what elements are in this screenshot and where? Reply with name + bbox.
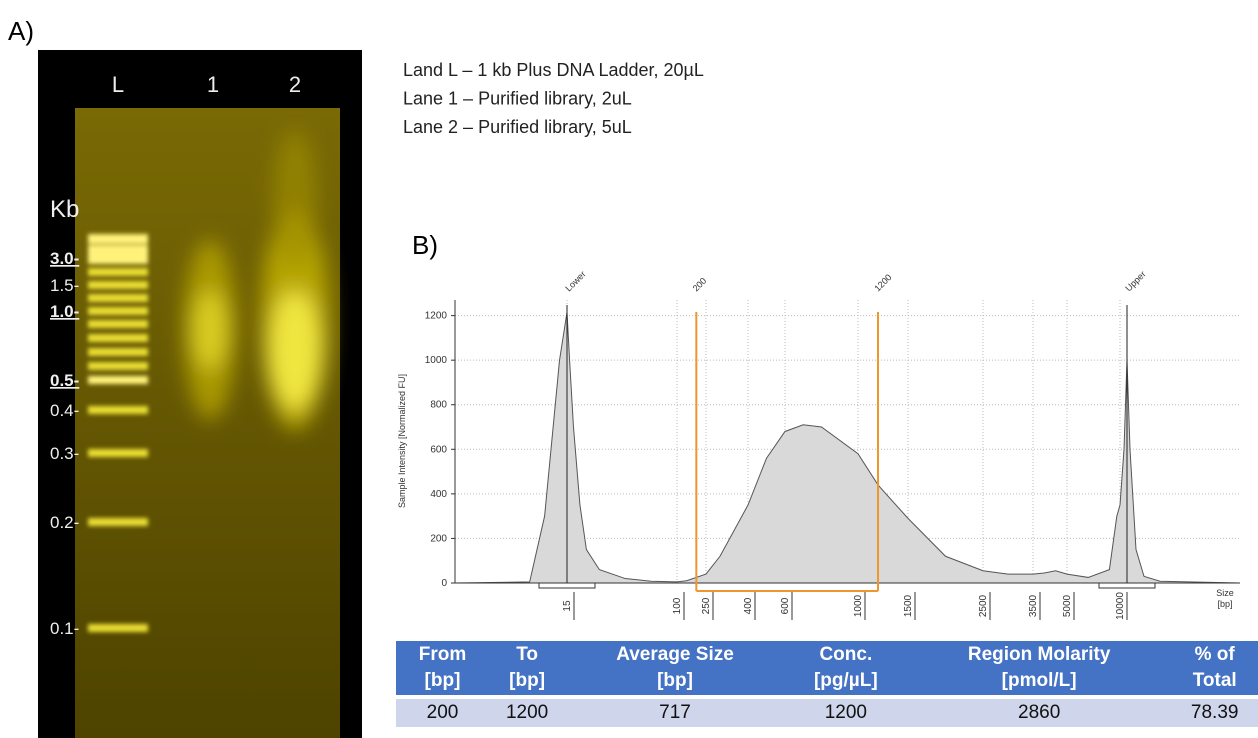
band (88, 406, 148, 414)
data-cell: 78.39 (1171, 699, 1258, 727)
y-tick-label: 1200 (425, 311, 448, 322)
band (88, 234, 148, 244)
header-row: From [bp] To [bp] Average Size [bp] Conc. [pg/µ… (396, 641, 1258, 695)
ladder-label: 1.0- (50, 302, 79, 321)
ladder-bands (88, 234, 148, 632)
region-label: 1200 (872, 272, 893, 293)
band (88, 245, 148, 255)
band (88, 348, 148, 356)
y-tick-label: 0 (441, 578, 447, 589)
x-tick-label: 600 (780, 597, 791, 614)
electropherogram: 0 200 400 600 800 1000 1200 15 100 250 400 600 1000 1… (397, 269, 1241, 620)
lane-smears (184, 130, 329, 430)
header-line: From (418, 644, 467, 665)
x-axis-title: [bp] (1217, 599, 1232, 609)
panel-label: A) (8, 16, 34, 46)
header-line: [pmol/L] (1001, 670, 1077, 691)
x-tick-label: 2500 (978, 594, 989, 617)
header-line: [bp] (657, 670, 693, 691)
band (88, 624, 148, 632)
ladder-label: 0.5- (50, 371, 79, 390)
x-tick-label: 15 (562, 600, 573, 612)
ladder-label: 0.1- (50, 619, 79, 638)
x-tick-label: 400 (743, 597, 754, 614)
peak-label: Upper (1123, 269, 1147, 293)
x-tick-label: 10000 (1115, 592, 1126, 620)
ladder-label: 0.2- (50, 513, 79, 532)
region-label: 200 (691, 276, 709, 294)
header-line: % of (1194, 644, 1235, 665)
x-tick-label: 5000 (1062, 594, 1073, 617)
header-cell: To [bp] (488, 641, 566, 695)
size-unit: Kb (50, 196, 79, 223)
area (455, 312, 1240, 583)
x-tick-label: 1500 (903, 594, 914, 617)
data-cell: 2860 (906, 699, 1172, 727)
header-line: Region Molarity (967, 644, 1111, 665)
header-line: Conc. (819, 644, 873, 665)
band (88, 518, 148, 526)
ladder-label: 0.3- (50, 444, 79, 463)
header-line: [bp] (424, 670, 461, 691)
trace (454, 312, 1241, 584)
header-line: Total (1192, 670, 1237, 691)
lane-label: 2 (289, 72, 301, 97)
band (88, 334, 148, 342)
header-line: To (516, 644, 539, 665)
x-axis-title: Size (1216, 588, 1234, 598)
x-tick-label: 250 (701, 597, 712, 614)
data-cell: 717 (565, 699, 785, 727)
header-cell: Region Molarity [pmol/L] (906, 641, 1172, 695)
ladder-label: 0.4- (50, 401, 79, 420)
results-table: From [bp] To [bp] Average Size [bp] Conc. [pg/µ… (396, 637, 1258, 731)
x-tick-label: 3500 (1028, 594, 1039, 617)
band (88, 268, 148, 276)
band (88, 281, 148, 289)
band (88, 449, 148, 457)
header-line: Average Size (616, 644, 734, 665)
band (88, 294, 148, 302)
header-line: [pg/µL] (813, 670, 878, 691)
x-tick-label: 1000 (853, 594, 864, 617)
header-line: [bp] (509, 670, 546, 691)
legend-entry: Lane 1 – Purified library, 2uL (403, 89, 632, 109)
band (88, 376, 148, 384)
header-cell: Conc. [pg/µL] (784, 641, 907, 695)
legend-entry: Lane 2 – Purified library, 5uL (403, 117, 632, 137)
y-tick-label: 200 (430, 533, 447, 544)
band (88, 362, 148, 370)
band (88, 254, 148, 264)
y-tick-label: 400 (430, 489, 447, 500)
x-tick-label: 100 (672, 597, 683, 614)
header-cell: From [bp] (396, 641, 489, 695)
panel-label: B) (412, 230, 438, 260)
band (88, 307, 148, 315)
data-cell: 1200 (488, 699, 566, 727)
lane-label: 1 (207, 72, 219, 97)
peak-box (538, 582, 596, 589)
y-tick-label: 600 (430, 444, 447, 455)
ladder-label: 3.0- (50, 249, 79, 268)
legend: Land L – 1 kb Plus DNA Ladder, 20µL Lane … (403, 60, 704, 137)
y-axis-title: Sample Intensity [Normalized FU] (397, 374, 407, 508)
legend-entry: Land L – 1 kb Plus DNA Ladder, 20µL (403, 60, 704, 80)
y-tick-label: 1000 (425, 355, 448, 366)
y-tick-label: 800 (430, 400, 447, 411)
header-cell: Average Size [bp] (565, 641, 785, 695)
lane-label: L (112, 72, 124, 97)
ladder-label: 1.5- (50, 276, 79, 295)
data-cell: 1200 (784, 699, 907, 727)
data-cell: 200 (396, 699, 489, 727)
band (88, 320, 148, 328)
peak-box (1098, 582, 1156, 589)
data-row: 200 1200 717 1200 2860 78.39 (396, 699, 1258, 727)
header-cell: % of Total (1171, 641, 1258, 695)
peak-label: Lower (563, 269, 587, 293)
